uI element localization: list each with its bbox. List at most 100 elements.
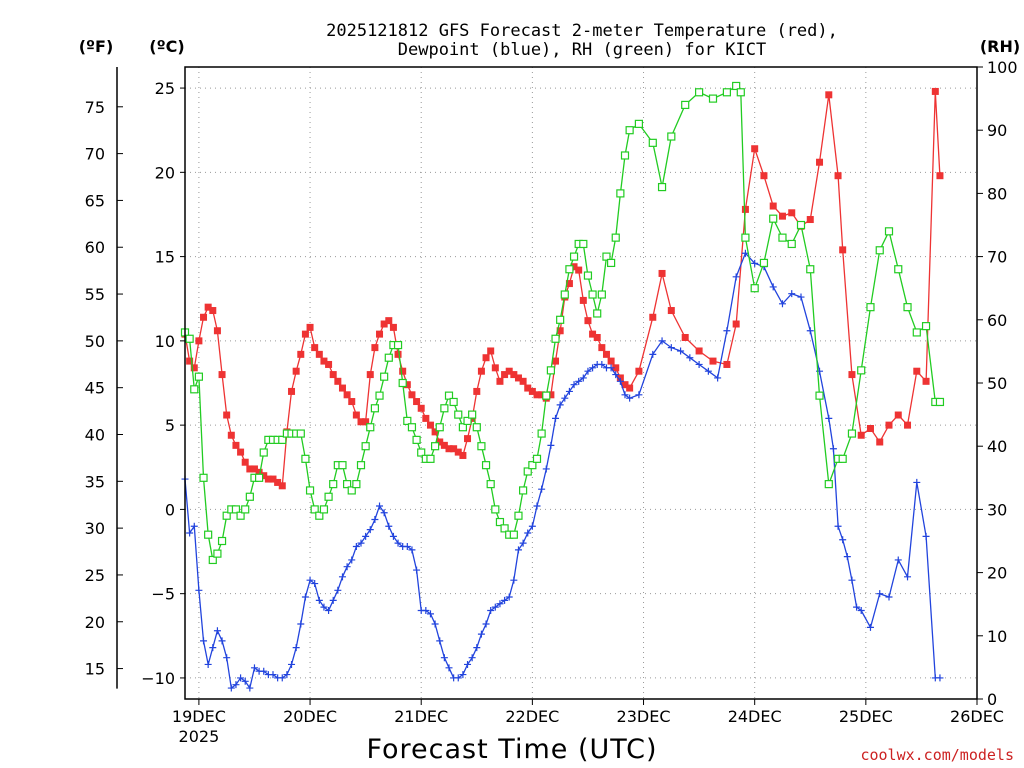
rh-tick-label: 100: [987, 58, 1018, 77]
rh-marker: [736, 88, 745, 97]
rh-marker: [528, 461, 537, 470]
rh-tick-label: 30: [987, 500, 1007, 519]
dewpoint-marker: [667, 344, 675, 352]
rh-marker: [556, 315, 565, 324]
temperature-marker: [209, 307, 217, 315]
temperature-marker: [885, 421, 893, 429]
dewpoint-marker: [186, 529, 194, 537]
rh-marker: [477, 442, 486, 451]
fahrenheit-tick-label: 75: [85, 98, 105, 117]
rh-marker: [565, 265, 574, 274]
rh-marker: [857, 366, 866, 375]
celsius-tick-label: 5: [165, 416, 175, 435]
rh-marker: [199, 473, 208, 482]
temperature-marker: [519, 377, 527, 385]
credit-link[interactable]: coolwx.com/models: [860, 746, 1014, 764]
rh-tick-label: 40: [987, 437, 1007, 456]
temperature-marker: [760, 172, 768, 180]
dewpoint-marker: [876, 590, 884, 598]
rh-marker: [208, 555, 217, 565]
dewpoint-marker: [839, 536, 847, 544]
rh-marker: [759, 258, 769, 268]
temperature-marker: [413, 398, 421, 406]
dewpoint-marker: [325, 607, 333, 615]
dewpoint-marker: [496, 600, 504, 608]
fahrenheit-tick-label: 35: [85, 472, 105, 491]
temperature-marker: [274, 478, 282, 486]
dewpoint-marker: [464, 660, 472, 668]
temperature-marker: [477, 367, 485, 375]
dewpoint-marker: [426, 610, 434, 618]
dewpoint-marker: [579, 374, 587, 382]
temperature-marker: [834, 172, 842, 180]
celsius-tick-label: 0: [165, 500, 175, 519]
dewpoint-marker: [237, 674, 245, 682]
temperature-marker: [593, 333, 601, 341]
rh-unit-label: (RH): [980, 37, 1020, 56]
rh-marker: [838, 454, 847, 463]
dewpoint-marker: [904, 573, 912, 581]
temperature-marker: [403, 381, 411, 389]
temperature-marker: [385, 317, 393, 325]
dewpoint-marker: [857, 607, 865, 615]
rh-marker: [546, 366, 555, 375]
rh-marker: [607, 258, 616, 268]
temperature-marker: [904, 421, 912, 429]
temperature-marker: [445, 445, 453, 453]
rh-marker: [417, 448, 426, 457]
rh-marker: [611, 233, 620, 242]
rh-marker: [912, 328, 921, 337]
dewpoint-line: [184, 251, 940, 690]
dewpoint-marker: [519, 539, 527, 547]
dewpoint-marker: [542, 465, 550, 473]
temperature-marker: [213, 327, 221, 335]
dewpoint-marker: [315, 596, 323, 604]
dewpoint-marker: [556, 401, 564, 409]
temperature-marker: [732, 320, 740, 328]
temperature-marker: [237, 448, 245, 456]
rh-marker: [495, 517, 505, 527]
temperature-marker: [297, 350, 305, 358]
dewpoint-marker: [866, 623, 874, 631]
dewpoint-marker: [510, 576, 518, 584]
temperature-marker: [514, 374, 522, 382]
celsius-tick-label: 25: [155, 79, 175, 98]
temperature-marker: [440, 441, 448, 449]
temperature-marker: [250, 465, 258, 473]
fahrenheit-tick-label: 45: [85, 379, 105, 398]
rh-marker: [231, 505, 241, 514]
dewpoint-marker: [913, 478, 921, 486]
dewpoint-marker: [788, 290, 796, 298]
dewpoint-marker: [204, 660, 212, 668]
dewpoint-marker: [394, 539, 402, 547]
temperature-marker: [491, 364, 499, 372]
rh-marker: [588, 290, 597, 299]
fahrenheit-tick-label: 65: [85, 191, 105, 210]
temperature-marker: [528, 387, 536, 395]
temperature-marker: [200, 313, 208, 321]
dewpoint-marker: [514, 546, 522, 554]
dewpoint-marker: [575, 377, 583, 385]
rh-marker: [310, 505, 319, 514]
rh-marker: [681, 100, 690, 110]
dewpoint-marker: [440, 654, 448, 662]
dewpoint-marker: [376, 502, 384, 510]
temperature-marker: [501, 371, 509, 379]
dewpoint-marker: [806, 327, 814, 335]
celsius-tick-label: −5: [151, 585, 175, 604]
rh-marker: [523, 467, 532, 476]
rh-marker: [370, 404, 379, 413]
rh-marker: [329, 480, 338, 489]
rh-marker: [695, 88, 704, 97]
fahrenheit-tick-label: 50: [85, 332, 105, 351]
dewpoint-marker: [468, 654, 476, 662]
dewpoint-marker: [200, 637, 208, 645]
x-axis-title: Forecast Time (UTC): [366, 734, 657, 765]
dewpoint-marker: [352, 542, 360, 550]
temperature-marker: [709, 357, 717, 365]
temperature-marker: [848, 371, 856, 379]
rh-tick-label: 60: [987, 311, 1007, 330]
temperature-marker: [352, 411, 360, 419]
temperature-marker: [186, 357, 194, 365]
